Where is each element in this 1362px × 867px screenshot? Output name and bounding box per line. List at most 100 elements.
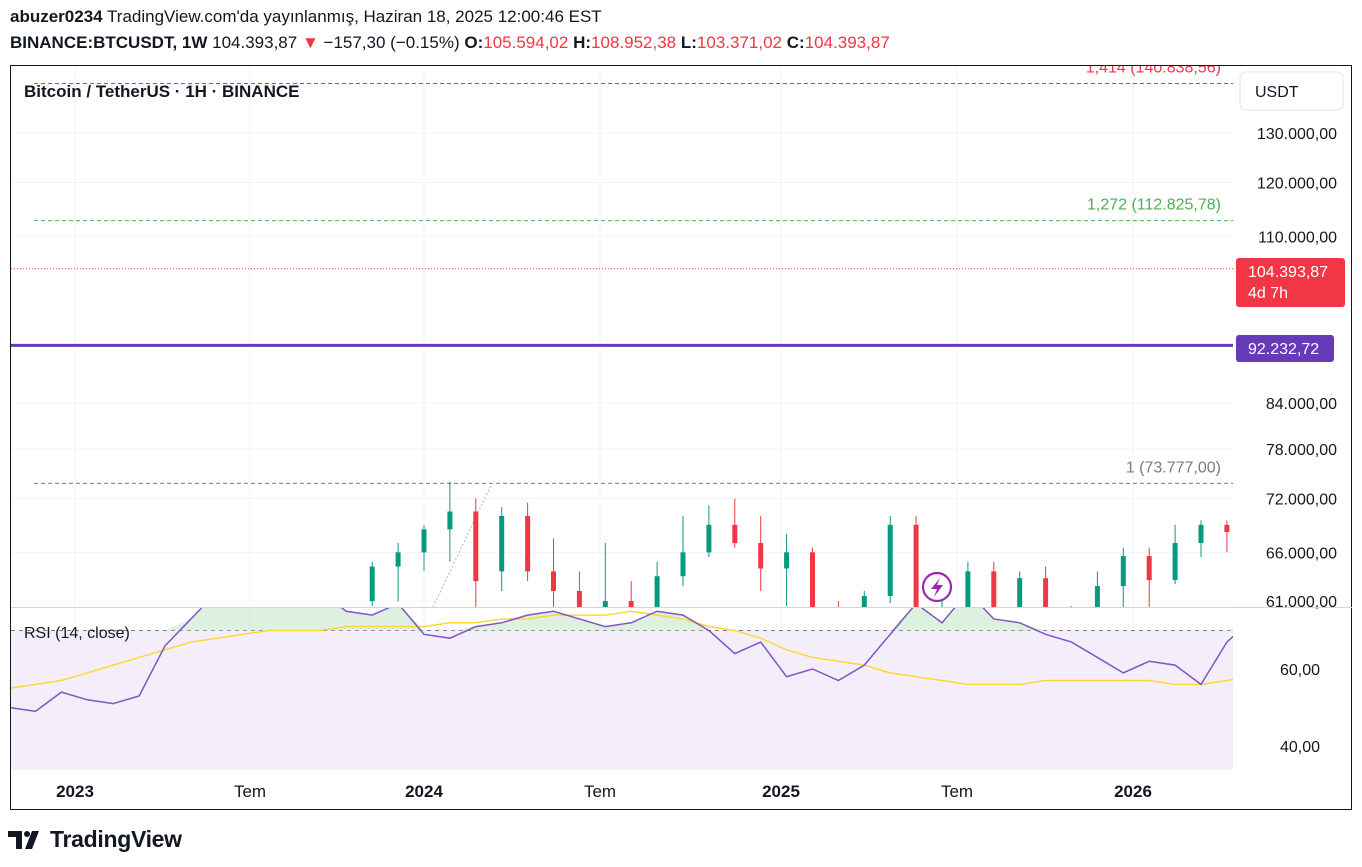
candle[interactable] (1043, 566, 1049, 633)
candle[interactable] (1017, 571, 1023, 621)
low-label: L: (680, 33, 697, 52)
candle-body (1198, 524, 1204, 544)
axes: 2023 Tem 2024 Tem 2025 Tem 2026 130.000,00 120.0… (56, 126, 1337, 801)
candle[interactable] (991, 561, 997, 632)
candle-body (887, 524, 893, 597)
currency-badge[interactable]: USDT (1239, 71, 1344, 111)
candle[interactable] (576, 571, 582, 623)
x-tick-label: Tem (941, 782, 973, 801)
candle[interactable] (551, 538, 556, 632)
candle[interactable] (628, 581, 634, 648)
y-tick-label: 84.000,00 (1266, 396, 1337, 413)
candle[interactable] (499, 507, 505, 592)
candle-body (758, 543, 764, 569)
chart-title: Bitcoin / TetherUS · 1H · BINANCE (24, 82, 299, 101)
close-label: C: (786, 33, 805, 52)
y-tick-label: 120.000,00 (1257, 176, 1337, 193)
x-tick-label: 2026 (1114, 782, 1152, 801)
candle-body (525, 515, 531, 572)
candle-body (1276, 430, 1281, 496)
lightning-icon[interactable] (921, 571, 953, 603)
candle-body (499, 515, 505, 572)
rsi-pane[interactable] (0, 557, 1362, 792)
high-value: 108.952,38 (591, 33, 677, 52)
candle[interactable] (602, 543, 608, 632)
y-tick-label: 66.000,00 (1266, 545, 1337, 562)
candle[interactable] (1354, 303, 1359, 327)
candle[interactable] (1198, 520, 1204, 558)
trend-line[interactable] (432, 483, 493, 607)
candle[interactable] (654, 561, 660, 654)
candle-body (965, 571, 971, 607)
candle[interactable] (758, 515, 764, 592)
candle-body (421, 529, 427, 553)
symbol-name[interactable]: BINANCE:BTCUSDT, 1W (10, 33, 208, 52)
candle[interactable] (473, 498, 479, 612)
rsi-y-tick-label: 40,00 (1280, 739, 1320, 756)
candle[interactable] (887, 515, 893, 604)
candle-body (473, 511, 479, 582)
candle-body (1224, 524, 1230, 533)
candle[interactable] (913, 515, 919, 677)
candle[interactable] (861, 591, 867, 654)
candle-body (447, 511, 453, 530)
candle-body (861, 596, 867, 607)
fib-level-label: 1,414 (140.838,56) (1086, 59, 1221, 76)
candle-body (1043, 578, 1049, 607)
candle[interactable] (1146, 547, 1152, 617)
tradingview-logo[interactable]: TradingView (8, 826, 182, 853)
x-tick-label: 2025 (762, 782, 800, 801)
candle-body (1172, 543, 1178, 581)
hline-price-value: 92.232,72 (1248, 341, 1319, 358)
candle[interactable] (1172, 524, 1178, 585)
candle[interactable] (395, 543, 401, 602)
candle[interactable] (1250, 485, 1255, 545)
candle[interactable] (784, 533, 790, 607)
last-price-tag-value: 104.393,87 (1248, 264, 1328, 281)
candle[interactable] (1120, 547, 1126, 612)
candle[interactable] (732, 498, 738, 548)
candle-body (602, 601, 608, 607)
candle-body (654, 576, 660, 607)
price-pane[interactable]: 1,414 (140.838,56) 1,272 (112.825,78) 1 (7… (11, 59, 1362, 676)
candle[interactable] (1094, 571, 1100, 627)
tradingview-brand: TradingView (50, 826, 182, 852)
x-tick-label: 2023 (56, 782, 94, 801)
close-value: 104.393,87 (804, 33, 890, 52)
candle-body (1069, 622, 1074, 624)
x-tick-label: Tem (584, 782, 616, 801)
rsi-ma-line[interactable] (0, 610, 1362, 792)
currency-label: USDT (1255, 84, 1299, 101)
rsi-label: RSI (14, close) (24, 625, 130, 642)
candle[interactable] (369, 561, 375, 607)
candle-body (913, 524, 919, 607)
tradingview-logo-icon (8, 830, 39, 849)
author-name[interactable]: abuzer0234 (10, 7, 103, 26)
open-label: O: (464, 33, 484, 52)
candle-body (369, 566, 375, 602)
candle-body (1094, 586, 1100, 607)
publish-info: abuzer0234 TradingView.com'da yayınlanmı… (10, 7, 602, 27)
candle[interactable] (680, 515, 686, 587)
candle[interactable] (421, 524, 427, 572)
rsi-line[interactable] (0, 557, 1362, 784)
candle[interactable] (810, 547, 815, 649)
candle[interactable] (1302, 354, 1307, 435)
rsi-band (11, 630, 1233, 770)
candle-body (1250, 496, 1255, 532)
candle-body (1354, 308, 1359, 309)
candle[interactable] (525, 502, 531, 582)
candle-body (395, 552, 401, 567)
candle[interactable] (447, 481, 453, 562)
candle[interactable] (706, 505, 712, 558)
candle-body (784, 552, 790, 569)
countdown-value: 4d 7h (1248, 285, 1288, 302)
y-tick-label: 110.000,00 (1258, 229, 1337, 246)
high-label: H: (573, 33, 592, 52)
fib-level-label: 1,272 (112.825,78) (1087, 197, 1221, 214)
candle[interactable] (965, 561, 971, 654)
low-value: 103.371,02 (696, 33, 782, 52)
candle[interactable] (1224, 520, 1230, 553)
x-tick-label: 2024 (405, 782, 443, 801)
